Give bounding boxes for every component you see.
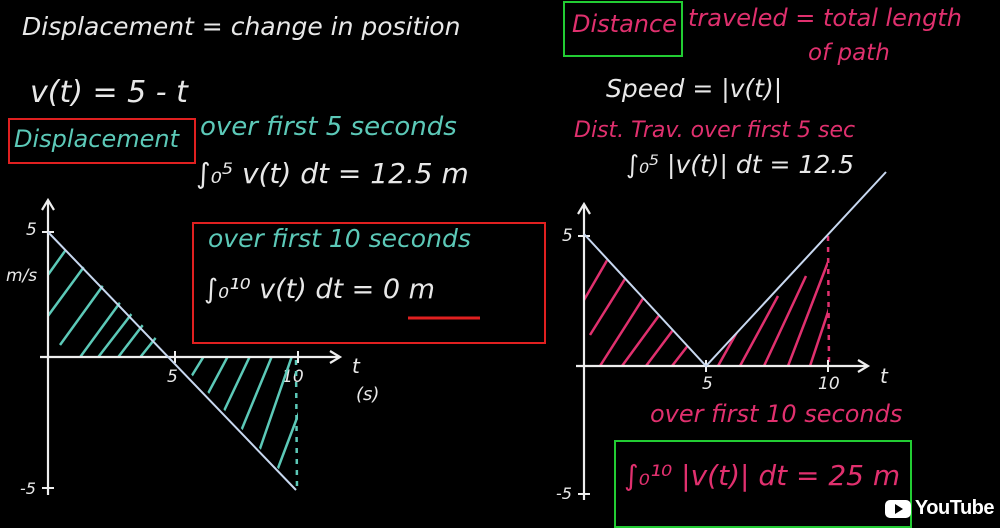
youtube-logo-icon <box>884 499 911 518</box>
over-first-5-seconds: over first 5 seconds <box>200 112 457 142</box>
right-t-axis-label: t <box>880 364 888 388</box>
velocity-function: v(t) = 5 - t <box>30 75 188 110</box>
y-axis-unit: m/s <box>6 266 38 286</box>
ten-second-displacement-box <box>192 222 546 344</box>
displacement-label: Displacement <box>14 125 179 153</box>
speed-line <box>583 171 887 368</box>
left-t-axis-label: t <box>352 354 360 378</box>
speed-definition: Speed = |v(t)| <box>606 74 783 103</box>
left-dashed-limit <box>294 359 299 491</box>
integral-first-10: ∫₀¹⁰ v(t) dt = 0 m <box>204 274 435 305</box>
right-y-arrow <box>577 201 591 215</box>
time-unit: (s) <box>356 384 380 405</box>
youtube-watermark-text: YouTube <box>914 497 995 519</box>
total-distance-box <box>614 440 912 528</box>
right-tick-y-neg5: -5 <box>556 484 572 503</box>
over-first-10-seconds: over first 10 seconds <box>208 224 471 253</box>
velocity-line <box>47 231 297 491</box>
distance-label-box <box>563 1 683 57</box>
displacement-definition: Displacement = change in position <box>22 12 461 41</box>
integral-first-5: ∫₀⁵ v(t) dt = 12.5 m <box>196 157 469 190</box>
right-hatch-left <box>584 244 701 366</box>
distance-first-5-seconds: Dist. Trav. over first 5 sec <box>574 118 856 143</box>
right-tick-y-5: 5 <box>562 226 573 246</box>
distance-definition: traveled = total length <box>688 4 962 32</box>
left-tick-x-5: 5 <box>167 367 178 387</box>
distance-label: Distance <box>572 10 677 38</box>
integral-abs-first-5: ∫₀⁵ |v(t)| dt = 12.5 <box>626 150 855 179</box>
integral-abs-first-10: ∫₀¹⁰ |v(t)| dt = 25 m <box>624 459 901 492</box>
left-tick-y-5: 5 <box>26 220 37 240</box>
right-tick-x-10: 10 <box>818 374 840 394</box>
left-tick-y-neg5: -5 <box>20 479 36 498</box>
right-x-arrow <box>857 359 871 373</box>
youtube-watermark: YouTube <box>884 497 995 520</box>
displacement-label-box <box>8 118 196 164</box>
left-hatch-negative <box>176 357 298 485</box>
left-y-arrow <box>41 197 55 211</box>
right-hatch-right <box>716 261 828 366</box>
distance-definition-cont: of path <box>808 40 890 66</box>
over-first-10-seconds-right: over first 10 seconds <box>650 400 903 428</box>
right-dashed-limit <box>826 235 831 367</box>
right-tick-x-5: 5 <box>702 374 713 394</box>
left-x-arrow <box>329 350 343 364</box>
